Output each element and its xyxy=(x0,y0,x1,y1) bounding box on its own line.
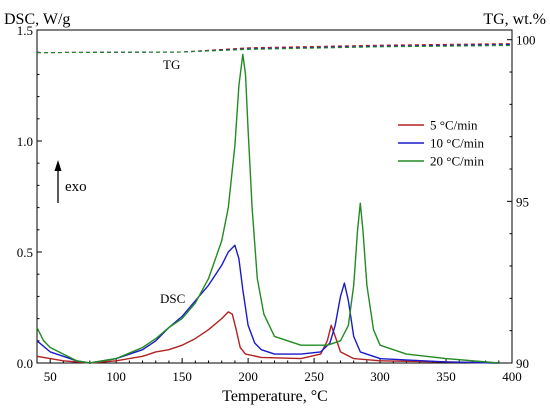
right-tick-label: 95 xyxy=(516,194,529,209)
x-tick-label: 350 xyxy=(436,369,456,384)
legend-label-series-3: 20 °C/min xyxy=(430,154,484,169)
left-tick-label: 1.5 xyxy=(17,23,33,38)
x-axis-title: Temperature, °C xyxy=(222,388,328,405)
tg-line-series-3 xyxy=(36,44,513,54)
x-tick-label: 150 xyxy=(172,369,192,384)
right-axis-title: TG, wt.% xyxy=(483,11,546,28)
left-axis-title: DSC, W/g xyxy=(4,11,70,28)
left-axis-ticks: 0.0 0.5 1.0 1.5 xyxy=(17,23,42,371)
x-tick-label: 300 xyxy=(370,369,390,384)
x-tick-label: 250 xyxy=(304,369,324,384)
x-tick-label: 400 xyxy=(502,369,522,384)
legend-label-series-1: 5 °C/min xyxy=(430,118,478,133)
left-tick-label: 0.5 xyxy=(17,245,33,260)
tg-annotation: TG xyxy=(163,57,180,72)
exo-arrow-head xyxy=(54,160,62,171)
dsc-line-series-1 xyxy=(36,311,499,364)
left-tick-label: 0.0 xyxy=(17,356,33,371)
legend-label-series-2: 10 °C/min xyxy=(430,136,484,151)
series-layer xyxy=(36,43,513,364)
right-tick-label: 100 xyxy=(516,33,536,48)
plot-frame xyxy=(36,29,513,364)
legend: 5 °C/min 10 °C/min 20 °C/min xyxy=(398,118,484,169)
right-tick-label: 90 xyxy=(516,356,529,371)
x-tick-label: 50 xyxy=(44,369,57,384)
x-tick-label: 200 xyxy=(238,369,258,384)
dsc-line-series-2 xyxy=(36,244,499,364)
dsc-line-series-3 xyxy=(36,53,499,364)
exo-annotation: exo xyxy=(65,179,87,195)
right-axis-ticks: 90 95 100 xyxy=(507,33,536,371)
tg-line-series-1 xyxy=(36,43,513,54)
x-tick-label: 100 xyxy=(106,369,126,384)
left-tick-label: 1.0 xyxy=(17,134,33,149)
dsc-annotation: DSC xyxy=(160,291,185,306)
tg-line-series-2 xyxy=(36,43,513,54)
